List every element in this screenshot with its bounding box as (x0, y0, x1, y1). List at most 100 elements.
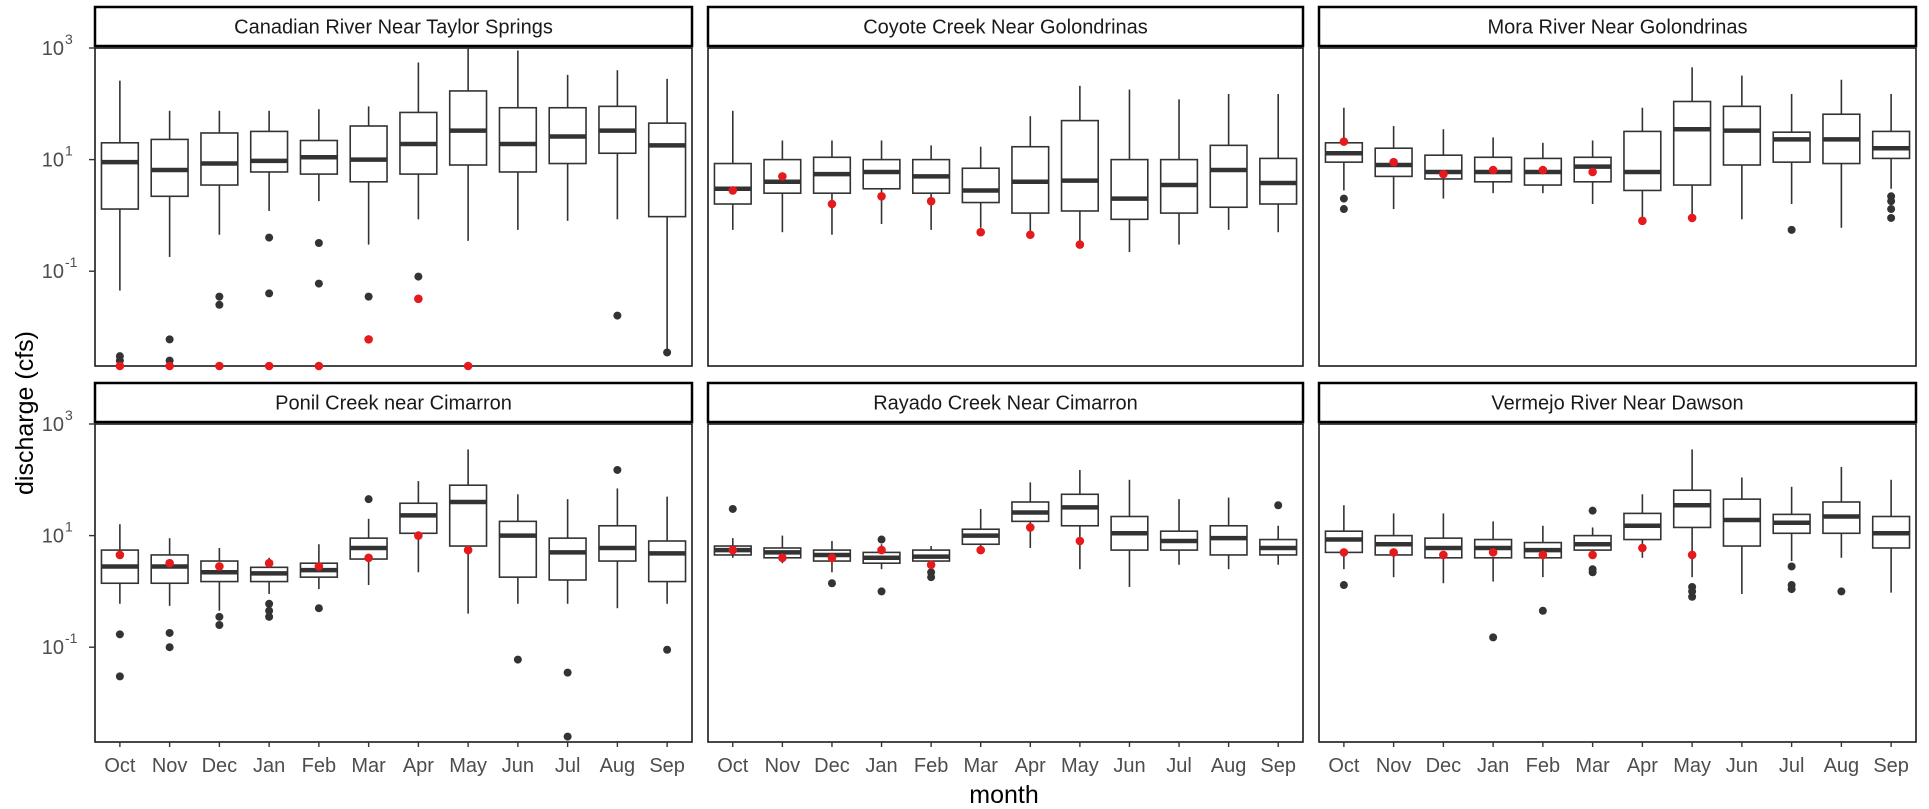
box-jan (862, 535, 901, 596)
box-apr (1011, 116, 1050, 240)
iqr-box (498, 106, 538, 173)
current-value-point (827, 553, 837, 563)
current-value-point (115, 550, 125, 560)
facet-panel: Rayado Creek Near Cimarron (706, 381, 1305, 743)
box-apr (1011, 482, 1050, 548)
x-tick-label: Jan (865, 755, 897, 777)
outlier-point (877, 535, 886, 544)
y-tick-label: 10 (42, 526, 64, 548)
outlier-point (215, 612, 224, 621)
current-value-point (1638, 543, 1647, 553)
box-dec (200, 547, 239, 629)
box-sep (1871, 93, 1911, 222)
current-value-point (314, 562, 324, 571)
box-apr (399, 62, 438, 304)
box-jan (249, 557, 289, 621)
outlier-point (663, 348, 672, 357)
current-value-point (1025, 230, 1035, 240)
outlier-point (563, 732, 572, 741)
facet-strip (1317, 5, 1918, 48)
outlier-point (827, 579, 836, 588)
x-tick-label: Jan (253, 755, 285, 777)
box-mar (961, 508, 1000, 555)
outlier-point (1887, 205, 1896, 214)
outlier-point (115, 630, 124, 639)
x-tick-label: Oct (1328, 755, 1360, 777)
outlier-point (115, 672, 124, 681)
current-value-point (1339, 137, 1349, 146)
x-tick-label: May (1673, 755, 1711, 777)
outlier-point (1787, 585, 1796, 594)
current-value-point (728, 545, 738, 555)
facet-title: Canadian River Near Taylor Springs (234, 17, 553, 39)
box-oct (713, 504, 752, 558)
outlier-point (563, 668, 572, 677)
current-value-point (264, 558, 274, 568)
current-value-point (1439, 550, 1448, 560)
box-nov (150, 538, 189, 652)
x-tick-label: May (449, 755, 487, 777)
outlier-point (215, 620, 224, 629)
current-value-point (728, 186, 738, 195)
x-tick-label: Feb (302, 755, 336, 777)
x-tick-label: Dec (1426, 755, 1462, 777)
outlier-point (265, 233, 274, 242)
outlier-point (613, 311, 622, 320)
facet-strip (706, 381, 1305, 424)
box-nov (1374, 126, 1413, 210)
box-apr (1623, 107, 1662, 226)
facet-title: Coyote Creek Near Golondrinas (863, 17, 1148, 39)
current-value-point (463, 545, 473, 555)
box-jul (548, 74, 587, 221)
facet-panel: Canadian River Near Taylor Springs (93, 5, 694, 371)
box-may (1060, 469, 1100, 570)
outlier-point (314, 239, 323, 248)
current-value-point (1389, 157, 1398, 167)
x-tick-label: Dec (814, 755, 850, 777)
iqr-box (1772, 131, 1811, 163)
box-sep (647, 496, 687, 654)
outlier-point (215, 300, 224, 309)
box-feb (1523, 142, 1563, 194)
x-tick-label: Sep (1873, 755, 1909, 777)
outlier-point (1339, 205, 1348, 214)
outlier-point (613, 465, 622, 474)
panel-frame (1318, 423, 1917, 743)
box-jun (1722, 477, 1762, 594)
facet-strip (93, 5, 694, 48)
y-tick-label: 10 (42, 261, 64, 283)
box-oct (100, 80, 140, 371)
current-value-point (115, 361, 125, 371)
box-dec (812, 140, 852, 235)
current-value-point (926, 560, 936, 570)
iqr-box (548, 537, 587, 581)
current-value-point (215, 361, 224, 371)
box-apr (399, 481, 438, 573)
current-value-point (215, 562, 224, 571)
current-value-point (926, 196, 936, 206)
box-sep (1259, 93, 1298, 233)
outlier-point (1887, 213, 1896, 222)
x-axis-layer: Oct Nov Dec Jan Feb Mar Apr May Jun Jul Aug Sep Oct N… (104, 742, 1909, 777)
facet-panel: Ponil Creek near Cimarron (93, 381, 694, 743)
iqr-box (1623, 130, 1662, 192)
box-jun (498, 50, 538, 230)
current-value-point (877, 191, 886, 201)
iqr-box (448, 90, 488, 166)
facet-title: Mora River Near Golondrinas (1487, 17, 1747, 39)
box-may (448, 449, 488, 614)
x-tick-label: Jun (1113, 755, 1145, 777)
x-tick-label: Mar (1575, 755, 1610, 777)
facet-title: Ponil Creek near Cimarron (275, 393, 512, 415)
box-feb (299, 544, 339, 613)
box-aug (1209, 497, 1248, 570)
outlier-point (1538, 606, 1547, 615)
box-nov (763, 140, 802, 233)
outlier-point (314, 279, 323, 288)
box-jul (1772, 486, 1811, 594)
facet-strip (1317, 381, 1918, 424)
x-tick-label: Apr (1627, 755, 1658, 777)
outlier-point (1837, 587, 1846, 596)
outlier-point (265, 289, 274, 298)
box-dec (1424, 129, 1463, 199)
